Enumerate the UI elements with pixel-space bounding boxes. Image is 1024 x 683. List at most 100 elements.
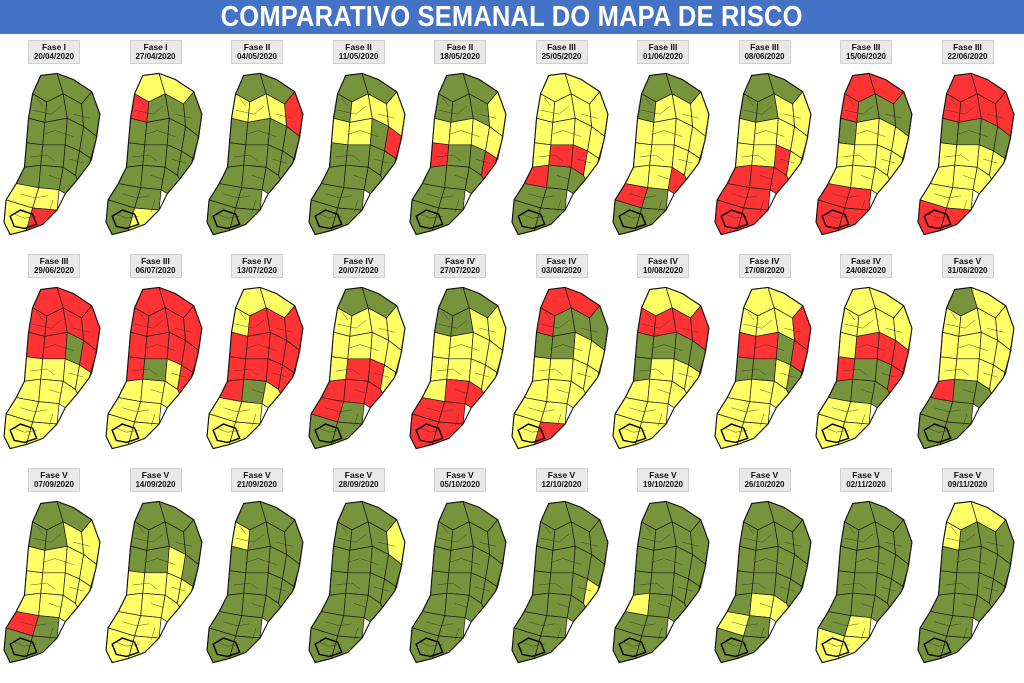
- state-outline: [206, 72, 304, 236]
- phase-label: Fase V: [649, 470, 677, 480]
- phase-label: Fase III: [953, 42, 982, 52]
- date-label: 12/10/2020: [541, 480, 582, 489]
- state-outline: [409, 500, 507, 664]
- metro-region-border: [212, 423, 241, 444]
- phase-label: Fase II: [446, 42, 474, 52]
- municipality-region: [143, 331, 170, 360]
- municipality-region: [446, 144, 472, 168]
- map-label: Fase III 25/05/2020: [535, 40, 588, 64]
- municipality-region: [245, 545, 271, 574]
- map-label: Fase V 07/09/2020: [28, 468, 80, 492]
- date-label: 06/07/2020: [135, 266, 176, 275]
- state-outline: [510, 72, 608, 236]
- municipality-region: [26, 117, 46, 146]
- municipality-region: [736, 545, 756, 574]
- municipality-region: [42, 331, 68, 360]
- map-label: Fase IV 17/08/2020: [738, 254, 791, 278]
- municipality-region: [141, 358, 168, 382]
- metro-region-border: [415, 637, 444, 658]
- metro-region-border: [212, 637, 241, 658]
- municipality-region: [651, 331, 677, 360]
- date-label: 26/10/2020: [744, 480, 785, 489]
- state-outline: [916, 500, 1014, 664]
- municipality-region: [734, 142, 754, 168]
- municipality-region: [328, 570, 348, 596]
- risk-map-panel: Fase III 15/06/2020: [814, 36, 916, 248]
- municipality-region: [649, 358, 675, 382]
- phase-label: Fase V: [750, 470, 779, 480]
- date-label: 31/08/2020: [947, 266, 988, 275]
- date-label: 18/05/2020: [439, 52, 481, 61]
- phase-label: Fase V: [852, 470, 880, 480]
- date-label: 08/06/2020: [744, 52, 785, 61]
- municipality-borders: [318, 525, 395, 647]
- state-map: [104, 286, 202, 450]
- state-outline: [510, 286, 608, 450]
- municipality-region: [330, 331, 350, 360]
- map-label: Fase I 20/04/2020: [28, 40, 80, 64]
- municipality-borders: [521, 97, 598, 219]
- municipality-region: [346, 117, 373, 146]
- metro-region-border: [618, 209, 647, 230]
- date-label: 09/11/2020: [947, 480, 988, 489]
- risk-map-panel: Fase I 27/04/2020: [104, 36, 206, 248]
- phase-label: Fase V: [446, 470, 474, 480]
- metro-region-border: [110, 637, 140, 658]
- municipality-borders: [14, 525, 90, 647]
- municipality-region: [649, 572, 675, 596]
- municipality-borders: [927, 311, 1004, 433]
- risk-map-panel: Fase III 29/06/2020: [2, 250, 104, 462]
- risk-map-panel: Fase IV 24/08/2020: [814, 250, 916, 462]
- state-outline: [3, 72, 101, 236]
- date-label: 22/06/2020: [947, 52, 988, 61]
- state-map: [3, 286, 101, 450]
- municipality-region: [227, 356, 247, 382]
- date-label: 02/11/2020: [846, 480, 886, 489]
- map-label: Fase III 08/06/2020: [738, 40, 791, 64]
- risk-map-panel: Fase IV 10/08/2020: [611, 250, 713, 462]
- map-label: Fase V 09/11/2020: [941, 468, 994, 492]
- risk-map-panel: Fase V 31/08/2020: [916, 250, 1018, 462]
- municipality-region: [330, 117, 350, 146]
- risk-map-panel: Fase V 05/10/2020: [408, 464, 510, 676]
- date-label: 20/04/2020: [33, 52, 75, 61]
- state-map: [409, 286, 507, 450]
- phase-label: Fase I: [41, 42, 67, 52]
- municipality-region: [229, 545, 249, 574]
- date-label: 10/08/2020: [642, 266, 684, 275]
- map-label: Fase IV 27/07/2020: [434, 254, 486, 278]
- municipality-region: [533, 117, 553, 146]
- municipality-borders: [521, 525, 598, 647]
- date-label: 28/09/2020: [338, 480, 379, 489]
- metro-region-border: [516, 423, 546, 444]
- phase-label: Fase V: [141, 470, 170, 480]
- municipality-region: [42, 117, 68, 146]
- state-outline: [815, 72, 913, 236]
- municipality-region: [243, 358, 269, 382]
- risk-map-panel: Fase V 21/09/2020: [205, 464, 307, 676]
- municipality-region: [750, 572, 777, 596]
- date-label: 17/08/2020: [744, 266, 785, 275]
- phase-label: Fase IV: [648, 256, 678, 266]
- state-outline: [612, 286, 710, 450]
- metro-region-border: [110, 423, 140, 444]
- risk-map-panel: Fase II 11/05/2020: [307, 36, 409, 248]
- state-map: [409, 72, 507, 236]
- metro-region-border: [516, 637, 546, 658]
- state-map: [713, 286, 811, 450]
- state-map: [612, 500, 710, 664]
- date-label: 29/06/2020: [33, 266, 75, 275]
- risk-map-panel: Fase IV 27/07/2020: [408, 250, 510, 462]
- municipality-region: [752, 117, 779, 146]
- risk-map-panel: Fase IV 17/08/2020: [713, 250, 815, 462]
- map-label: Fase V 12/10/2020: [535, 468, 588, 492]
- municipality-region: [127, 545, 147, 574]
- map-label: Fase V 19/10/2020: [637, 468, 689, 492]
- risk-map-panel: Fase V 28/09/2020: [307, 464, 409, 676]
- risk-map-panel: Fase II 04/05/2020: [205, 36, 307, 248]
- state-map: [307, 286, 405, 450]
- map-label: Fase IV 20/07/2020: [332, 254, 385, 278]
- municipality-region: [734, 356, 754, 382]
- municipality-region: [227, 570, 247, 596]
- municipality-borders: [927, 525, 1004, 647]
